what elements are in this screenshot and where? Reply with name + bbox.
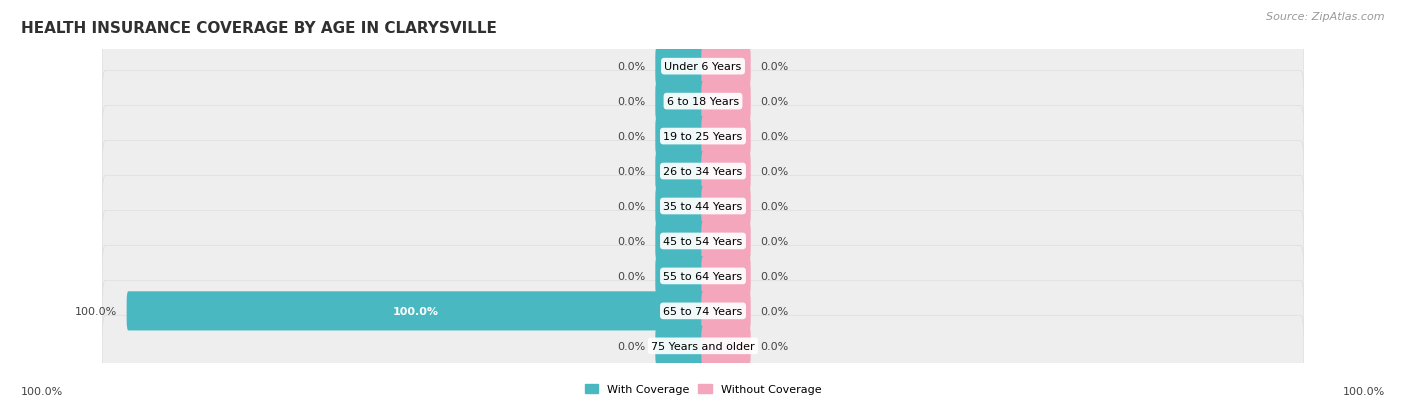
Text: 0.0%: 0.0% (617, 132, 645, 142)
Text: 0.0%: 0.0% (617, 236, 645, 247)
FancyBboxPatch shape (702, 292, 751, 331)
Text: 100.0%: 100.0% (392, 306, 439, 316)
Text: Under 6 Years: Under 6 Years (665, 62, 741, 72)
Text: 0.0%: 0.0% (617, 166, 645, 177)
FancyBboxPatch shape (655, 326, 704, 366)
Legend: With Coverage, Without Coverage: With Coverage, Without Coverage (581, 380, 825, 399)
Text: HEALTH INSURANCE COVERAGE BY AGE IN CLARYSVILLE: HEALTH INSURANCE COVERAGE BY AGE IN CLAR… (21, 21, 496, 36)
FancyBboxPatch shape (103, 71, 1303, 133)
FancyBboxPatch shape (702, 326, 751, 366)
Text: 0.0%: 0.0% (761, 62, 789, 72)
FancyBboxPatch shape (702, 82, 751, 121)
FancyBboxPatch shape (127, 292, 704, 331)
Text: Source: ZipAtlas.com: Source: ZipAtlas.com (1267, 12, 1385, 22)
FancyBboxPatch shape (655, 82, 704, 121)
Text: 6 to 18 Years: 6 to 18 Years (666, 97, 740, 107)
FancyBboxPatch shape (655, 47, 704, 87)
Text: 35 to 44 Years: 35 to 44 Years (664, 202, 742, 211)
FancyBboxPatch shape (103, 280, 1303, 342)
FancyBboxPatch shape (702, 117, 751, 156)
FancyBboxPatch shape (103, 176, 1303, 237)
FancyBboxPatch shape (702, 187, 751, 226)
FancyBboxPatch shape (103, 211, 1303, 272)
Text: 0.0%: 0.0% (617, 341, 645, 351)
FancyBboxPatch shape (103, 36, 1303, 97)
FancyBboxPatch shape (655, 152, 704, 191)
Text: 100.0%: 100.0% (21, 387, 63, 396)
Text: 0.0%: 0.0% (617, 271, 645, 281)
Text: 100.0%: 100.0% (1343, 387, 1385, 396)
FancyBboxPatch shape (655, 117, 704, 156)
Text: 0.0%: 0.0% (761, 236, 789, 247)
FancyBboxPatch shape (655, 187, 704, 226)
Text: 0.0%: 0.0% (617, 97, 645, 107)
Text: 0.0%: 0.0% (761, 271, 789, 281)
Text: 45 to 54 Years: 45 to 54 Years (664, 236, 742, 247)
Text: 0.0%: 0.0% (761, 97, 789, 107)
FancyBboxPatch shape (103, 106, 1303, 167)
FancyBboxPatch shape (702, 47, 751, 87)
Text: 0.0%: 0.0% (761, 132, 789, 142)
Text: 0.0%: 0.0% (761, 341, 789, 351)
Text: 0.0%: 0.0% (617, 62, 645, 72)
Text: 75 Years and older: 75 Years and older (651, 341, 755, 351)
Text: 0.0%: 0.0% (617, 202, 645, 211)
Text: 0.0%: 0.0% (761, 306, 789, 316)
Text: 100.0%: 100.0% (75, 306, 117, 316)
Text: 0.0%: 0.0% (761, 202, 789, 211)
FancyBboxPatch shape (702, 152, 751, 191)
FancyBboxPatch shape (655, 222, 704, 261)
Text: 26 to 34 Years: 26 to 34 Years (664, 166, 742, 177)
Text: 55 to 64 Years: 55 to 64 Years (664, 271, 742, 281)
Text: 0.0%: 0.0% (761, 166, 789, 177)
Text: 65 to 74 Years: 65 to 74 Years (664, 306, 742, 316)
FancyBboxPatch shape (655, 257, 704, 296)
FancyBboxPatch shape (103, 141, 1303, 202)
FancyBboxPatch shape (103, 316, 1303, 377)
FancyBboxPatch shape (702, 257, 751, 296)
FancyBboxPatch shape (702, 222, 751, 261)
FancyBboxPatch shape (103, 246, 1303, 307)
Text: 19 to 25 Years: 19 to 25 Years (664, 132, 742, 142)
